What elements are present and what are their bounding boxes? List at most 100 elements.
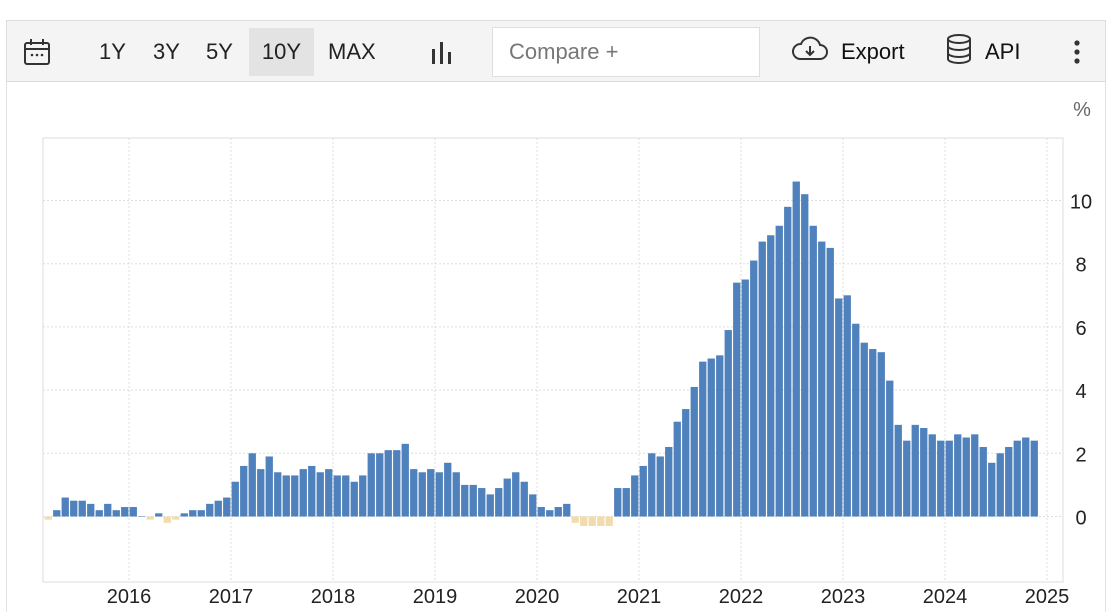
bar — [240, 465, 248, 517]
bar — [869, 349, 877, 517]
range-max-button[interactable]: MAX — [328, 39, 376, 64]
bar — [826, 247, 834, 517]
bar — [631, 475, 639, 517]
bar — [971, 434, 979, 517]
bar — [70, 500, 78, 517]
bar — [376, 453, 384, 517]
bar — [724, 330, 732, 517]
bar — [920, 428, 928, 517]
y-tick-label: 4 — [1075, 381, 1086, 403]
bar — [223, 497, 231, 517]
bar — [367, 453, 375, 517]
bar — [325, 469, 333, 517]
bar — [690, 386, 698, 517]
y-tick-label: 10 — [1070, 192, 1092, 214]
bar — [248, 453, 256, 517]
x-tick-label: 2016 — [107, 586, 152, 607]
range-5y-button[interactable]: 5Y — [206, 39, 233, 64]
bar — [954, 434, 962, 517]
bar — [750, 260, 758, 517]
bar — [206, 503, 214, 517]
bar — [1030, 440, 1038, 517]
chart-toolbar: 1Y 3Y 5Y 10Y MAX Export — [6, 20, 1106, 82]
x-tick-label: 2021 — [617, 586, 662, 607]
x-tick-label: 2022 — [719, 586, 764, 607]
bar — [299, 469, 307, 517]
bar — [945, 440, 953, 517]
y-tick-label: 0 — [1075, 508, 1086, 530]
bar — [452, 472, 460, 517]
x-tick-label: 2023 — [821, 586, 866, 607]
bar — [393, 450, 401, 517]
x-tick-label: 2018 — [311, 586, 356, 607]
bar — [520, 481, 528, 517]
x-tick-label: 2020 — [515, 586, 560, 607]
bar — [673, 421, 681, 517]
bar — [418, 472, 426, 517]
x-tick-label: 2019 — [413, 586, 458, 607]
bar — [605, 516, 613, 526]
bar — [911, 424, 919, 517]
bar — [138, 516, 146, 517]
bar — [95, 510, 103, 517]
bar — [1022, 437, 1030, 517]
bar — [231, 481, 239, 517]
bar — [350, 481, 358, 517]
bar — [648, 453, 656, 517]
export-button[interactable]: Export — [791, 31, 905, 73]
range-1y-button[interactable]: 1Y — [99, 39, 126, 64]
bar — [155, 513, 163, 517]
bar — [104, 503, 112, 517]
bar — [435, 472, 443, 517]
calendar-icon[interactable] — [21, 36, 53, 68]
cloud-download-icon — [791, 36, 829, 68]
database-icon — [945, 33, 973, 71]
bar — [53, 510, 61, 517]
more-vertical-icon[interactable] — [1065, 37, 1089, 67]
compare-input[interactable] — [492, 27, 760, 77]
bar — [495, 488, 503, 517]
bar — [852, 323, 860, 517]
bar — [427, 469, 435, 517]
bar — [410, 469, 418, 517]
bar — [537, 507, 545, 517]
bar — [1005, 446, 1013, 517]
x-tick-label: 2025 — [1025, 586, 1070, 607]
chart-panel: 0 2 4 6 8 10% 2016 2017 2018 2019 2020 2021 2022 2023… — [6, 82, 1106, 612]
bar — [146, 516, 154, 520]
bar — [877, 352, 885, 517]
bar — [61, 497, 69, 517]
bar — [554, 507, 562, 517]
bar — [257, 469, 265, 517]
bar — [792, 181, 800, 517]
bar — [979, 446, 987, 517]
bar — [172, 516, 180, 520]
bar — [189, 510, 197, 517]
bar — [622, 488, 630, 517]
bar — [758, 241, 766, 517]
y-tick-label: 2 — [1075, 444, 1086, 466]
bar — [401, 443, 409, 517]
bar — [282, 475, 290, 517]
bar — [962, 437, 970, 517]
bar-chart-icon[interactable] — [428, 37, 456, 67]
bar — [469, 484, 477, 517]
bar — [801, 194, 809, 517]
y-axis-unit: % — [1073, 99, 1091, 121]
bar — [818, 241, 826, 517]
bar — [699, 361, 707, 517]
bar — [214, 500, 222, 517]
api-button[interactable]: API — [945, 31, 1020, 73]
bar — [44, 516, 52, 520]
range-10y-button[interactable]: 10Y — [249, 28, 314, 76]
bar — [478, 488, 486, 517]
bar — [1013, 440, 1021, 517]
range-3y-button[interactable]: 3Y — [153, 39, 180, 64]
x-tick-label: 2017 — [209, 586, 254, 607]
bar — [180, 513, 188, 517]
bar — [342, 475, 350, 517]
bar — [486, 494, 494, 517]
bar — [197, 510, 205, 517]
bar — [503, 478, 511, 517]
bar — [333, 475, 341, 517]
